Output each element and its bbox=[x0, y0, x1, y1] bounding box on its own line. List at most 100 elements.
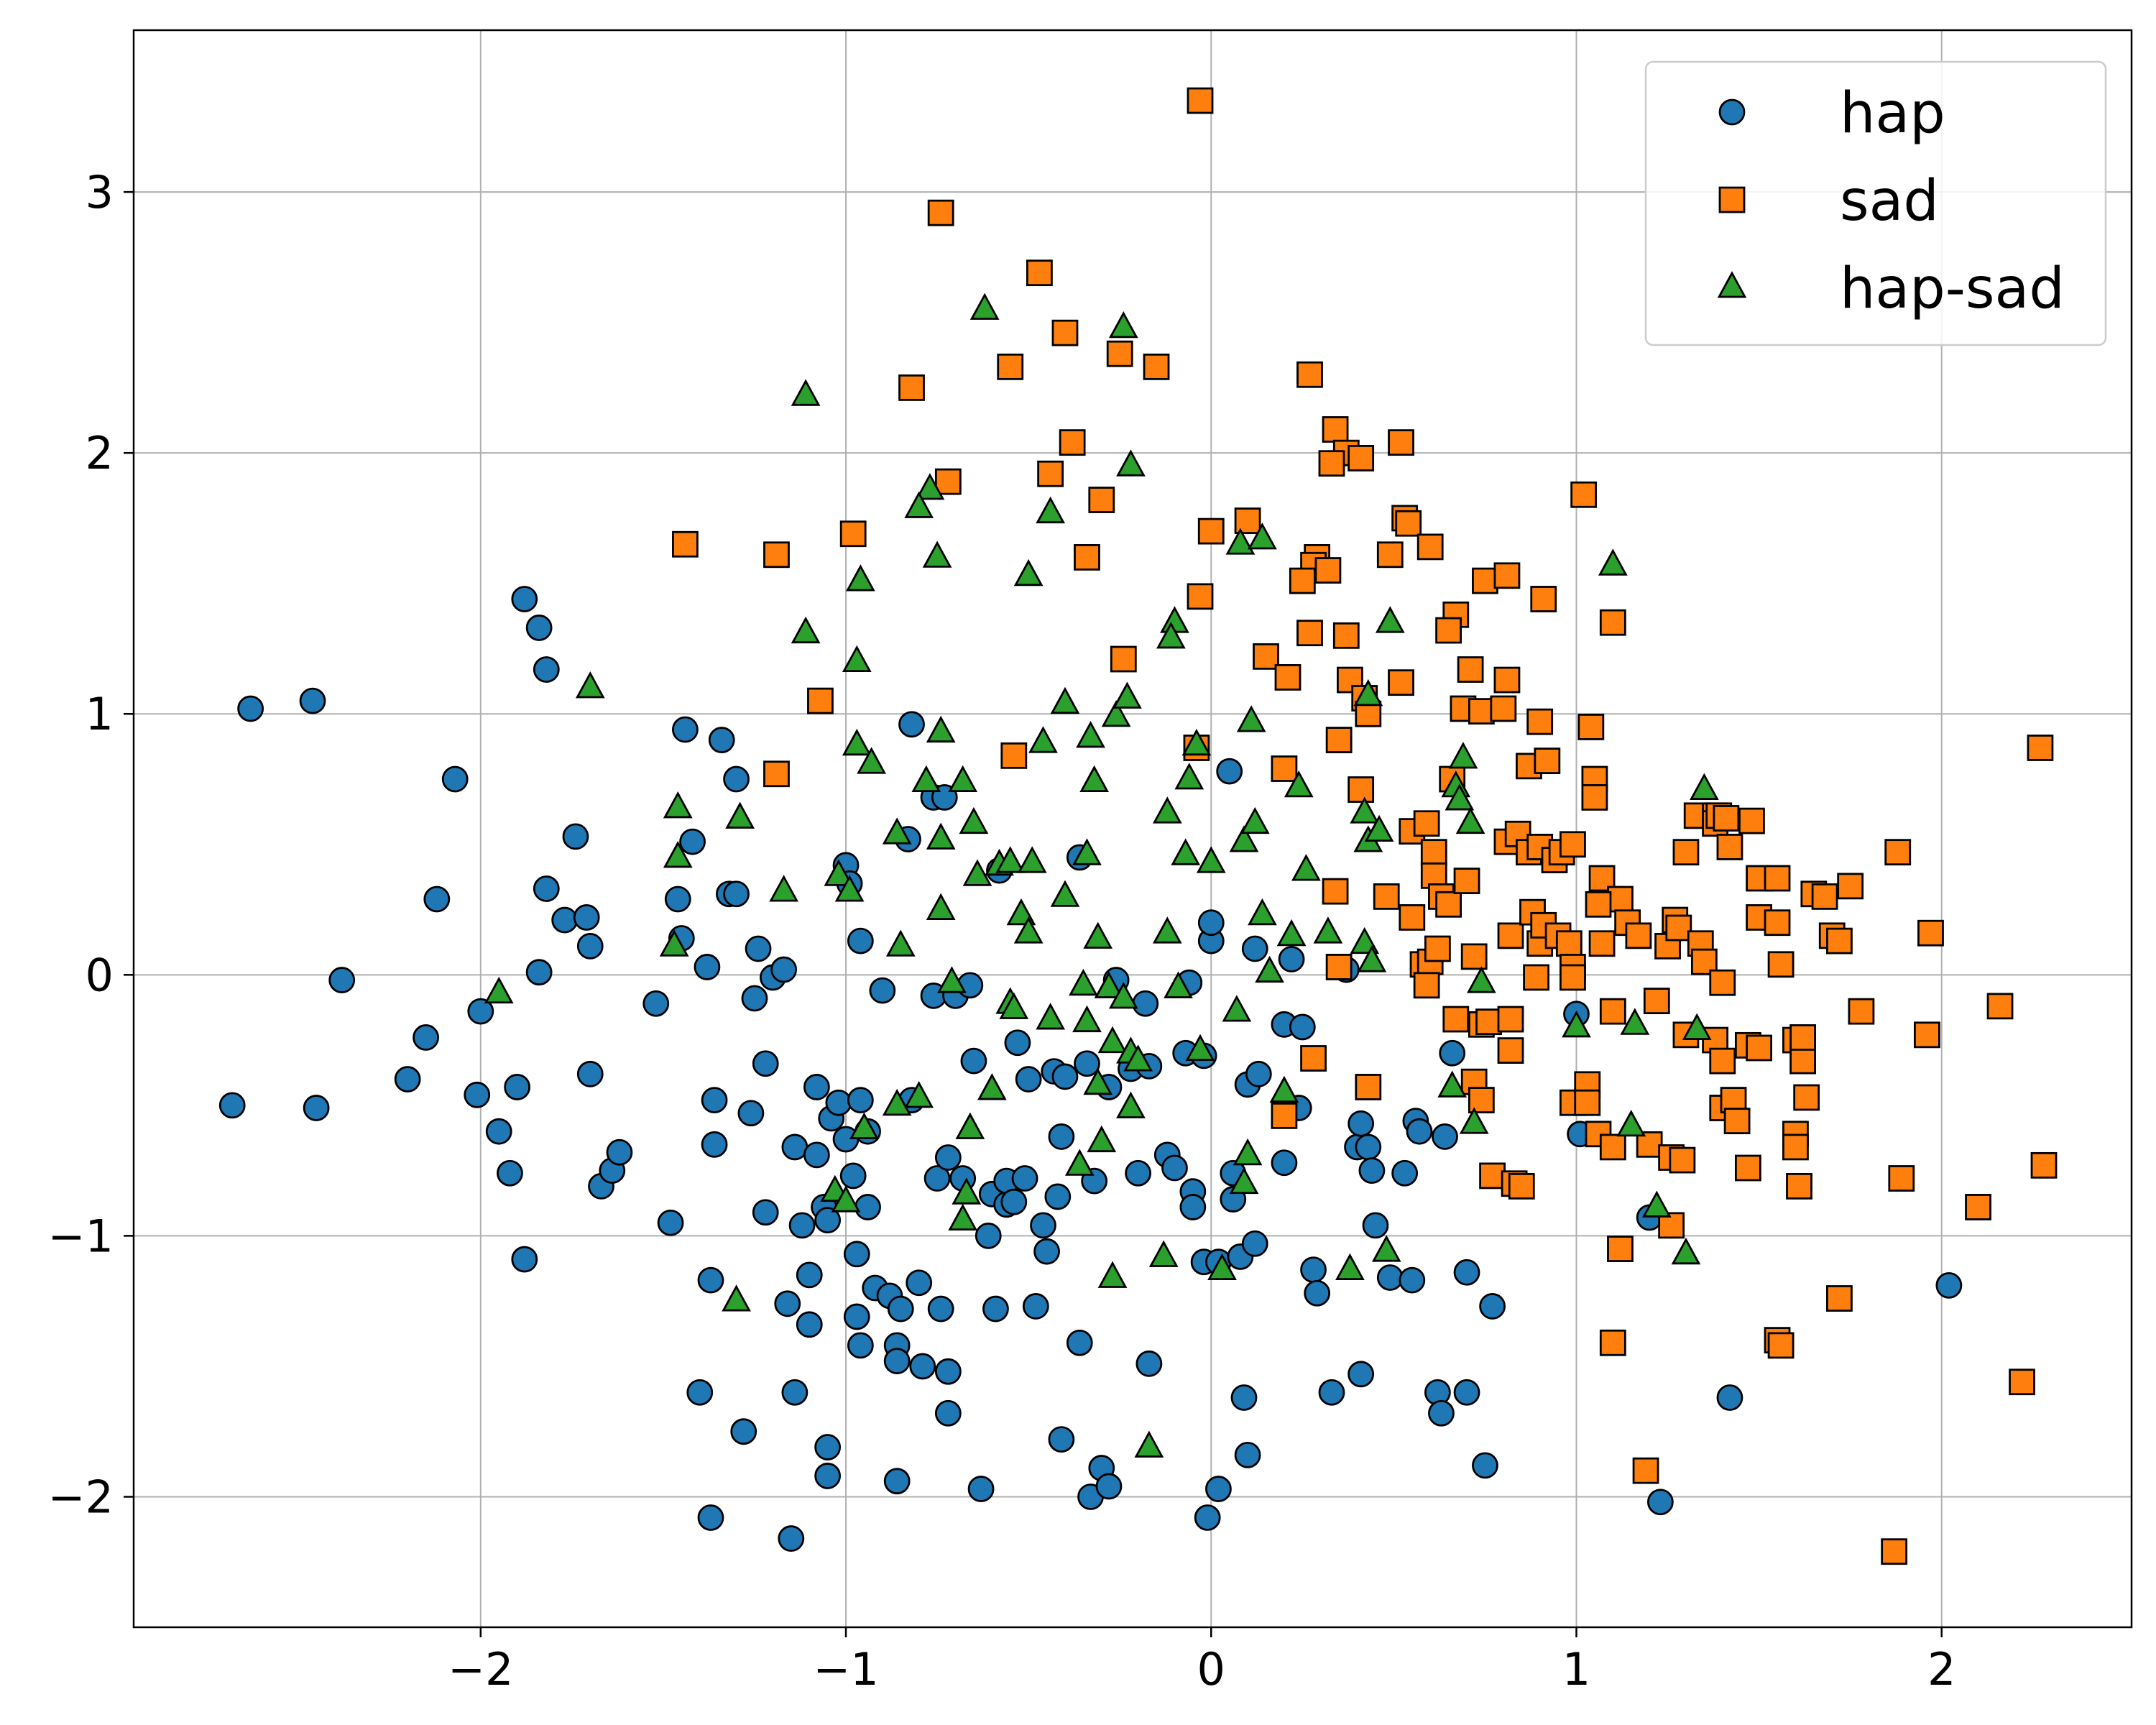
hap-sad-point bbox=[1682, 1013, 1712, 1040]
hap-point bbox=[679, 828, 706, 855]
sad-point bbox=[1348, 445, 1375, 472]
hap-sad-point bbox=[1069, 968, 1098, 996]
hap-point bbox=[328, 967, 356, 993]
hap-point bbox=[1432, 1123, 1458, 1150]
hap-point bbox=[883, 1348, 911, 1375]
hap-point bbox=[467, 998, 494, 1025]
legend-label-hap-sad: hap-sad bbox=[1840, 257, 2065, 321]
hap-sad-point bbox=[922, 540, 952, 568]
hap-sad-point bbox=[948, 1203, 978, 1231]
hap-point bbox=[1453, 1379, 1480, 1406]
sad-point bbox=[1764, 909, 1791, 937]
hap-sad-point bbox=[926, 715, 956, 743]
sad-point bbox=[1493, 562, 1521, 589]
hap-sad-point bbox=[1641, 1190, 1672, 1218]
hap-sad-point bbox=[1445, 783, 1475, 811]
hap-point bbox=[796, 1311, 823, 1338]
hap-sad-point bbox=[1116, 449, 1146, 477]
sad-point bbox=[1442, 1006, 1470, 1033]
hap-point bbox=[847, 1087, 874, 1113]
hap-sad-point bbox=[1357, 945, 1387, 972]
hap-point bbox=[839, 1162, 867, 1190]
sad-point bbox=[1468, 698, 1495, 725]
x-tick-label: 2 bbox=[1927, 1643, 1955, 1696]
hap-sad-point bbox=[1083, 1067, 1113, 1095]
sad-point bbox=[1599, 1329, 1626, 1356]
sad-point bbox=[1416, 533, 1444, 561]
sad-point bbox=[1884, 839, 1912, 866]
hap-sad-point bbox=[1598, 548, 1628, 576]
hap-sad-point bbox=[849, 1112, 879, 1139]
sad-point bbox=[1986, 993, 2014, 1020]
sad-point bbox=[1767, 951, 1795, 978]
sad-point bbox=[1435, 617, 1462, 644]
hap-point bbox=[1278, 946, 1305, 972]
hap-point bbox=[1197, 909, 1225, 937]
hap-sad-point bbox=[1690, 773, 1719, 800]
hap-point bbox=[1935, 1271, 1963, 1299]
hap-sad-point bbox=[1013, 558, 1044, 586]
hap-point bbox=[1245, 1060, 1272, 1087]
hap-point bbox=[1004, 1029, 1031, 1057]
hap-sad-point bbox=[1276, 919, 1307, 947]
hap-sad-point bbox=[1371, 1235, 1401, 1262]
hap-point bbox=[464, 1081, 491, 1108]
sad-point bbox=[1274, 664, 1302, 691]
hap-point bbox=[1015, 1066, 1042, 1092]
hap-point bbox=[803, 1141, 830, 1169]
hap-sad-point bbox=[1108, 310, 1138, 339]
hap-sad-point bbox=[1229, 1167, 1259, 1195]
hap-sad-point bbox=[1123, 1044, 1153, 1072]
hap-sad-point bbox=[722, 1284, 751, 1312]
hap-sad-point bbox=[1335, 1253, 1365, 1280]
hap-sad-point bbox=[1134, 1430, 1164, 1458]
hap-sad-point bbox=[977, 1073, 1007, 1100]
sad-point bbox=[1300, 1045, 1327, 1072]
hap-sad-point bbox=[962, 859, 992, 886]
hap-point bbox=[745, 935, 772, 962]
y-tick-label: −1 bbox=[48, 1210, 114, 1262]
sad-point bbox=[2027, 735, 2054, 761]
hap-sad-point bbox=[1236, 705, 1266, 732]
hap-sad-point bbox=[1152, 796, 1182, 824]
hap-point bbox=[1362, 1212, 1389, 1239]
sad-point bbox=[1187, 87, 1214, 114]
hap-sad-point bbox=[791, 379, 821, 406]
hap-sad-point bbox=[926, 822, 956, 850]
hap-sad-point bbox=[1437, 1070, 1468, 1098]
hap-point bbox=[883, 1468, 911, 1495]
hap-point bbox=[1399, 1266, 1426, 1294]
hap-point bbox=[576, 1060, 604, 1087]
hap-sad-point bbox=[1101, 699, 1131, 727]
sad-point bbox=[1074, 544, 1100, 571]
hap-point bbox=[814, 1207, 842, 1234]
hap-sad-point bbox=[955, 1112, 985, 1139]
hap-point bbox=[657, 1209, 684, 1236]
sad-point bbox=[1826, 927, 1853, 954]
hap-sad-point bbox=[915, 473, 945, 500]
hap-sad-point bbox=[824, 859, 854, 886]
series-hap-sad bbox=[484, 293, 1719, 1458]
hap-sad-point bbox=[1094, 971, 1124, 998]
hap-sad-point bbox=[1050, 686, 1080, 714]
sad-point bbox=[1837, 873, 1864, 900]
hap-point bbox=[1348, 1361, 1375, 1388]
hap-sad-point bbox=[834, 875, 865, 902]
hap-sad-point bbox=[842, 728, 872, 756]
sad-point bbox=[1789, 1024, 1816, 1051]
hap-point bbox=[701, 1131, 728, 1158]
legend-label-sad: sad bbox=[1840, 169, 1939, 234]
sad-point bbox=[1472, 567, 1498, 594]
sad-point bbox=[1234, 507, 1261, 534]
hap-sad-point bbox=[1164, 971, 1193, 998]
hap-sad-point bbox=[995, 846, 1026, 873]
hap-point bbox=[1030, 1212, 1056, 1239]
sad-point bbox=[1888, 1165, 1915, 1192]
sad-point bbox=[1508, 1173, 1535, 1200]
sad-point bbox=[1577, 714, 1605, 740]
hap-sad-point bbox=[882, 1088, 912, 1116]
hap-point bbox=[1048, 1426, 1075, 1453]
hap-point bbox=[701, 1087, 728, 1113]
hap-point bbox=[843, 1303, 870, 1330]
hap-sad-point bbox=[769, 875, 799, 902]
